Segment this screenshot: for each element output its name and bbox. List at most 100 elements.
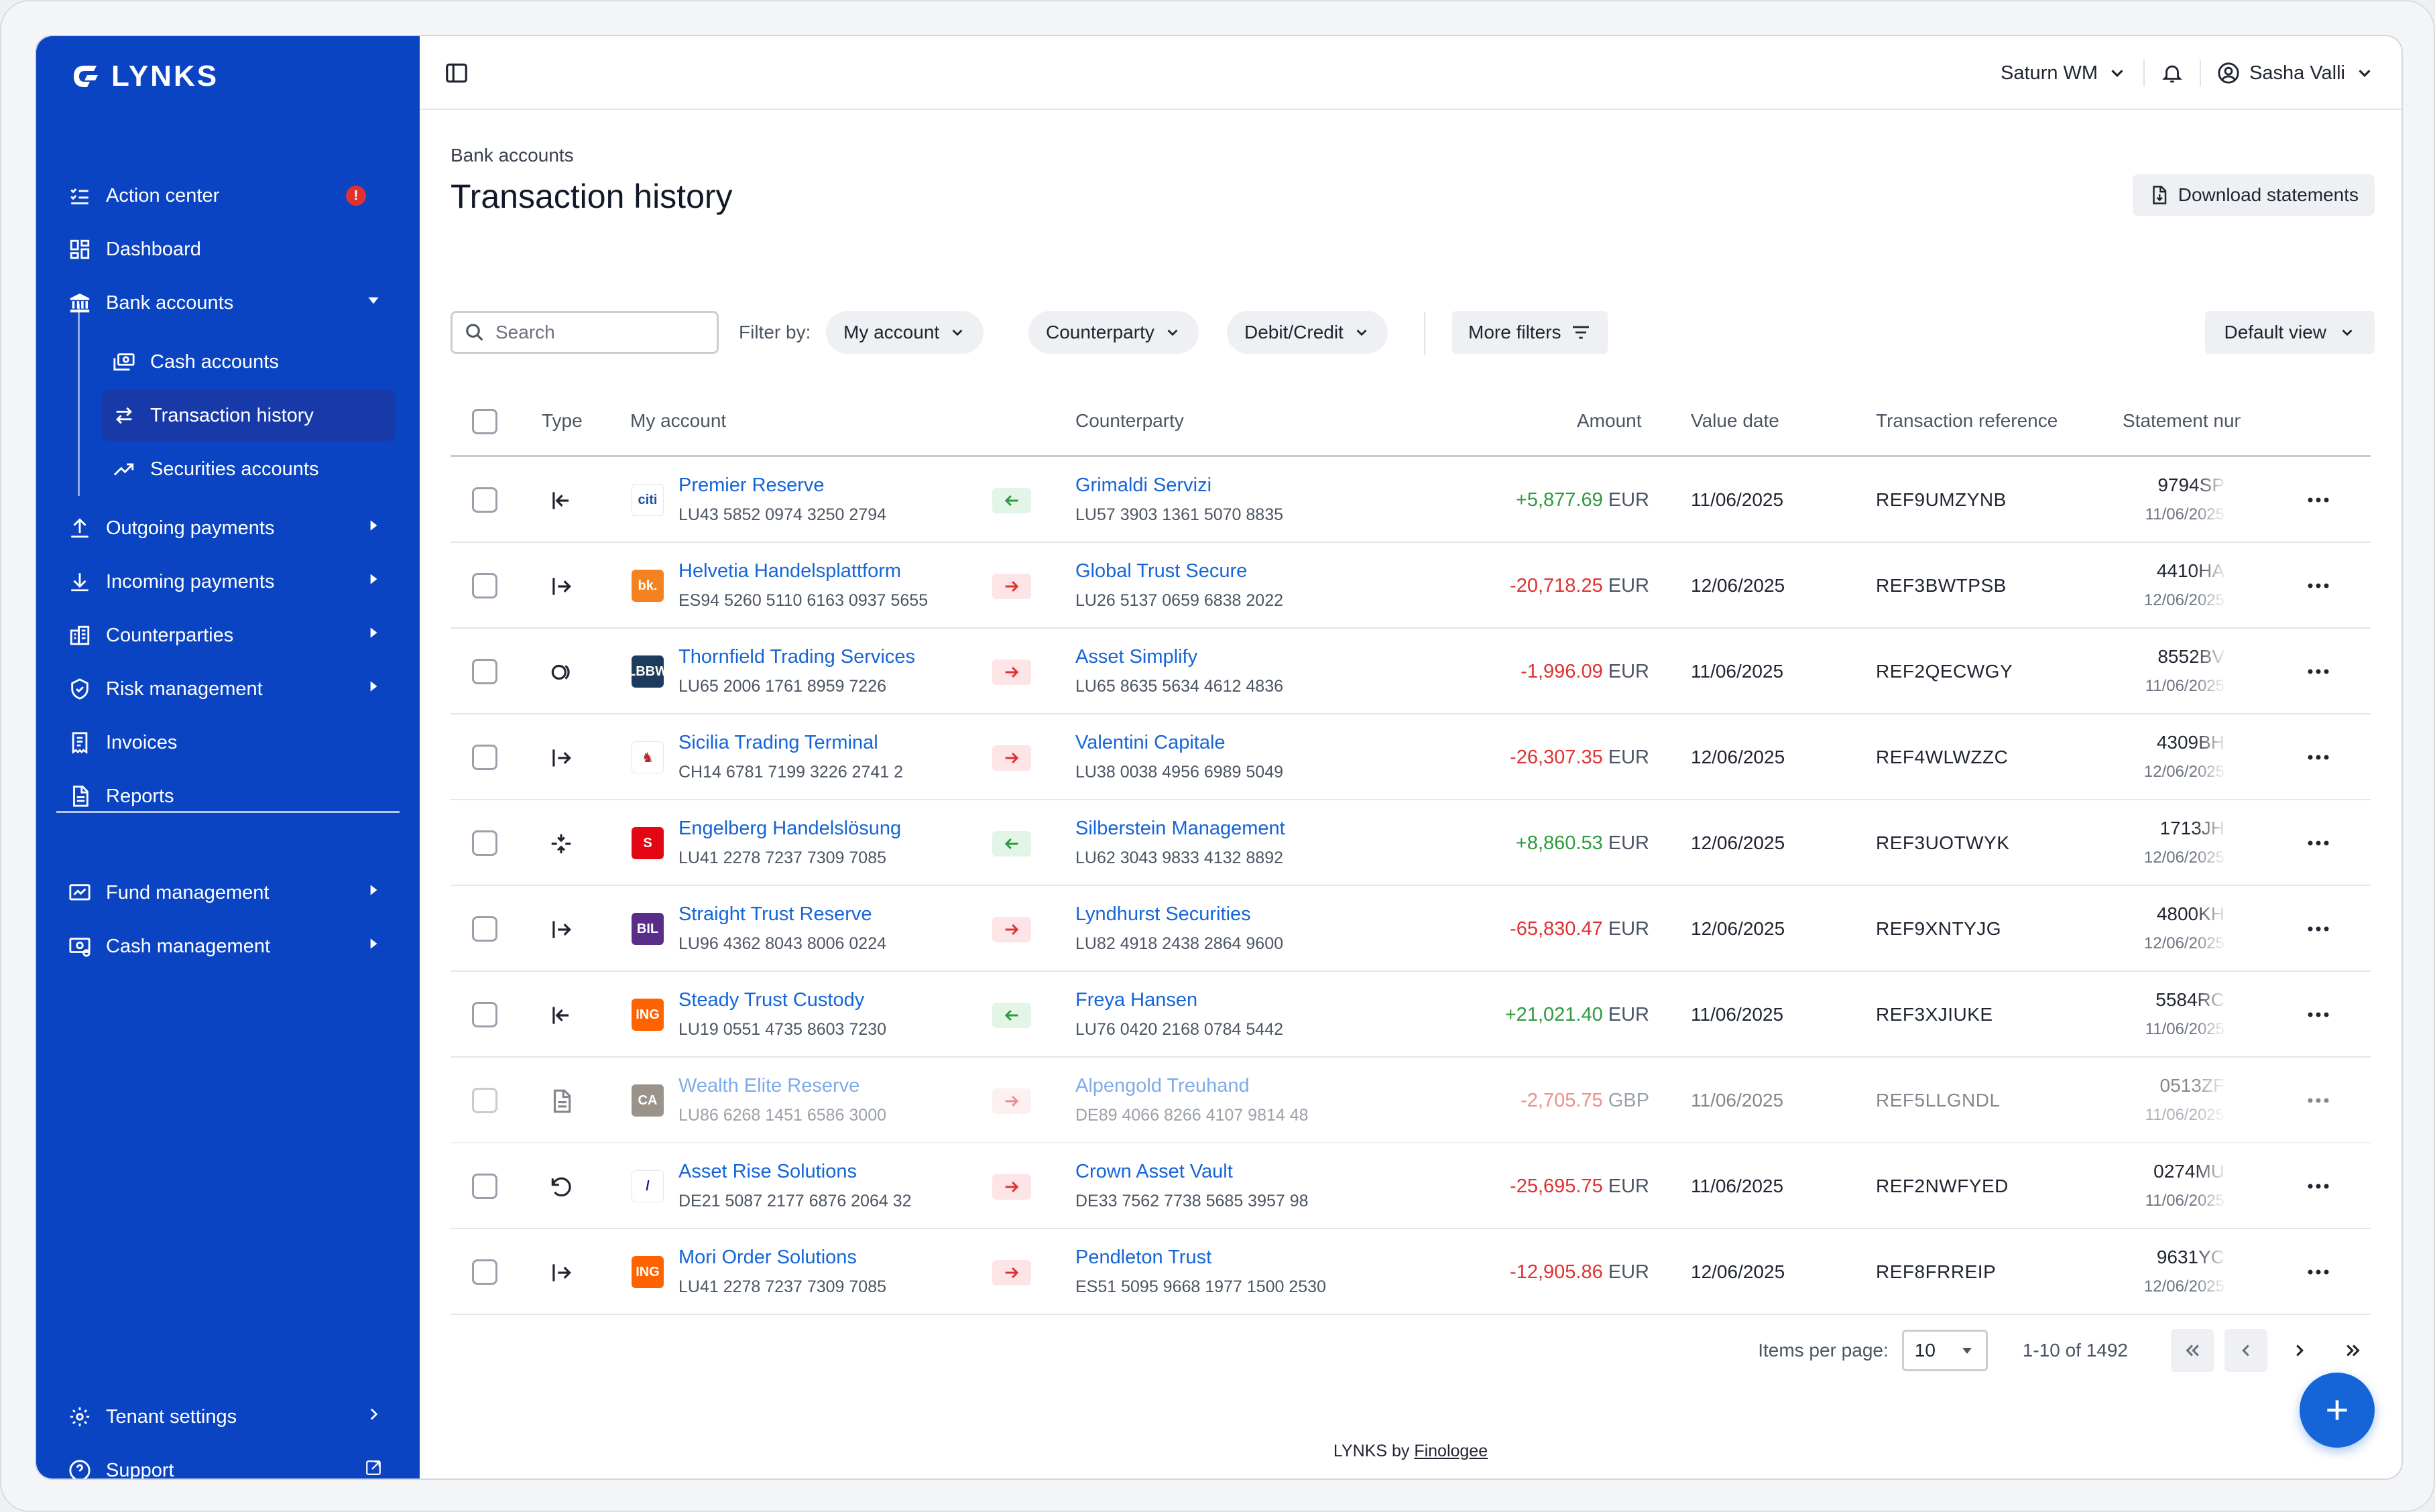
table-row[interactable]: S Engelberg Handelslösung LU41 2278 7237 7… — [451, 800, 2371, 886]
row-checkbox[interactable] — [472, 916, 497, 942]
counterparty-link[interactable]: Freya Hansen — [1075, 989, 1198, 1011]
my-account-link[interactable]: Premier Reserve — [678, 475, 825, 496]
my-account-link[interactable]: Helvetia Handelsplattform — [678, 560, 902, 582]
sidebar-item-bank-accounts[interactable]: Bank accounts — [60, 277, 396, 328]
sidebar-item-dashboard[interactable]: Dashboard — [60, 224, 396, 275]
more-options-icon[interactable] — [2304, 1264, 2333, 1280]
items-per-page-select[interactable]: 10 — [1901, 1330, 1988, 1371]
sidebar-item-cash-accounts[interactable]: Cash accounts — [102, 336, 396, 387]
sidebar-item-incoming-payments[interactable]: Incoming payments — [60, 556, 396, 607]
sidebar-item-fund-management[interactable]: Fund management — [60, 867, 396, 918]
counterparty-link[interactable]: Crown Asset Vault — [1075, 1161, 1233, 1182]
sidebar-item-risk-management[interactable]: Risk management — [60, 664, 396, 714]
footer-brand-link[interactable]: Finologee — [1414, 1442, 1488, 1460]
table-row[interactable]: BIL Straight Trust Reserve LU96 4362 8043 … — [451, 886, 2371, 972]
more-options-icon[interactable] — [2304, 1007, 2333, 1023]
counterparty-link[interactable]: Pendleton Trust — [1075, 1247, 1212, 1268]
my-account-link[interactable]: Sicilia Trading Terminal — [678, 732, 878, 753]
col-my-account[interactable]: My account — [630, 410, 727, 431]
table-row[interactable]: ING Steady Trust Custody LU19 0551 4735 86… — [451, 972, 2371, 1058]
more-options-icon[interactable] — [2304, 578, 2333, 594]
amount-value: +21,021.40 — [1504, 1004, 1603, 1025]
col-statement[interactable]: Statement numb — [2123, 410, 2241, 431]
filter-chip-my-account[interactable]: My account — [826, 311, 984, 354]
add-fab-button[interactable] — [2300, 1373, 2375, 1448]
counterparty-link[interactable]: Asset Simplify — [1075, 646, 1198, 668]
more-options-icon[interactable] — [2304, 1092, 2333, 1109]
sidebar-item-reports[interactable]: Reports — [60, 771, 396, 822]
counterparty-link[interactable]: Valentini Capitale — [1075, 732, 1226, 753]
tenant-switcher[interactable]: Saturn WM — [2001, 62, 2127, 84]
outgoing-icon — [552, 1264, 571, 1281]
more-options-icon[interactable] — [2304, 492, 2333, 508]
table-row[interactable]: CA Wealth Elite Reserve LU86 6268 1451 658… — [451, 1058, 2371, 1143]
counterparty-link[interactable]: Lyndhurst Securities — [1075, 903, 1251, 925]
row-checkbox[interactable] — [472, 1259, 497, 1285]
row-checkbox[interactable] — [472, 1002, 497, 1027]
table-row[interactable]: ♞ Sicilia Trading Terminal CH14 6781 7199 … — [451, 714, 2371, 800]
my-account-link[interactable]: Thornfield Trading Services — [678, 646, 915, 668]
row-checkbox[interactable] — [472, 487, 497, 513]
sidebar-item-counterparties[interactable]: Counterparties — [60, 610, 396, 661]
more-filters-button[interactable]: More filters — [1452, 311, 1608, 354]
sidebar-item-cash-management[interactable]: Cash management — [60, 921, 396, 972]
row-checkbox[interactable] — [472, 830, 497, 856]
col-counterparty[interactable]: Counterparty — [1075, 410, 1184, 431]
sidebar-item-transaction-history[interactable]: Transaction history — [102, 390, 396, 441]
download-statements-button[interactable]: Download statements — [2132, 174, 2375, 216]
my-account-link[interactable]: Steady Trust Custody — [678, 989, 865, 1011]
sidebar-item-securities-accounts[interactable]: Securities accounts — [102, 444, 396, 495]
my-account-link[interactable]: Asset Rise Solutions — [678, 1161, 857, 1182]
col-reference[interactable]: Transaction reference — [1876, 410, 2058, 431]
first-page-button[interactable] — [2171, 1329, 2214, 1372]
col-value-date[interactable]: Value date — [1691, 410, 1779, 431]
table-row[interactable]: / Asset Rise Solutions DE21 5087 2177 6876… — [451, 1143, 2371, 1229]
row-checkbox[interactable] — [472, 745, 497, 770]
search-box[interactable] — [451, 311, 719, 354]
table-row[interactable]: ING Mori Order Solutions LU41 2278 7237 73… — [451, 1229, 2371, 1315]
sidebar-item-tenant-settings[interactable]: Tenant settings — [60, 1391, 396, 1442]
last-page-button[interactable] — [2332, 1329, 2375, 1372]
more-options-icon[interactable] — [2304, 749, 2333, 765]
counterparty-link[interactable]: Silberstein Management — [1075, 818, 1285, 839]
filter-chip-debit-credit[interactable]: Debit/Credit — [1227, 311, 1388, 354]
sidebar-item-action-center[interactable]: Action center ! — [60, 170, 396, 221]
table-row[interactable]: citi Premier Reserve LU43 5852 0974 3250 2… — [451, 457, 2371, 543]
sidebar-item-invoices[interactable]: Invoices — [60, 717, 396, 768]
row-checkbox[interactable] — [472, 573, 497, 598]
row-checkbox[interactable] — [472, 1088, 497, 1113]
logo[interactable]: LYNKS — [67, 56, 219, 97]
counterparty-link[interactable]: Alpengold Treuhand — [1075, 1075, 1250, 1096]
more-options-icon[interactable] — [2304, 835, 2333, 851]
bell-icon[interactable] — [2161, 62, 2184, 84]
sidebar-item-support[interactable]: Support — [60, 1445, 396, 1478]
search-input[interactable] — [495, 322, 697, 343]
my-account-link[interactable]: Engelberg Handelslösung — [678, 818, 902, 839]
more-options-icon[interactable] — [2304, 1178, 2333, 1194]
breadcrumb[interactable]: Bank accounts — [451, 145, 574, 166]
sidebar-item-outgoing-payments[interactable]: Outgoing payments — [60, 503, 396, 554]
page-range: 1-10 of 1492 — [2022, 1340, 2128, 1361]
my-account-link[interactable]: Straight Trust Reserve — [678, 903, 872, 925]
outgoing-icon — [552, 921, 571, 938]
my-account-link[interactable]: Wealth Elite Reserve — [678, 1075, 860, 1096]
col-type[interactable]: Type — [542, 410, 583, 431]
table-row[interactable]: LBBW Thornfield Trading Services LU65 2006… — [451, 629, 2371, 714]
sidebar-toggle-icon[interactable] — [444, 60, 469, 86]
counterparty-link[interactable]: Grimaldi Servizi — [1075, 475, 1212, 496]
my-account-link[interactable]: Mori Order Solutions — [678, 1247, 857, 1268]
more-options-icon[interactable] — [2304, 664, 2333, 680]
user-menu[interactable]: Sasha Valli — [2217, 62, 2375, 84]
filter-chip-counterparty[interactable]: Counterparty — [1028, 311, 1199, 354]
more-options-icon[interactable] — [2304, 921, 2333, 937]
counterparty-link[interactable]: Global Trust Secure — [1075, 560, 1248, 582]
col-amount[interactable]: Amount — [1577, 410, 1642, 431]
next-page-button[interactable] — [2278, 1329, 2321, 1372]
select-all-checkbox[interactable] — [472, 409, 497, 434]
table-row[interactable]: bk. Helvetia Handelsplattform ES94 5260 51… — [451, 543, 2371, 629]
view-selector[interactable]: Default view — [2205, 311, 2375, 354]
column-fade — [2194, 556, 2227, 617]
row-checkbox[interactable] — [472, 1174, 497, 1199]
prev-page-button[interactable] — [2224, 1329, 2267, 1372]
row-checkbox[interactable] — [472, 659, 497, 684]
